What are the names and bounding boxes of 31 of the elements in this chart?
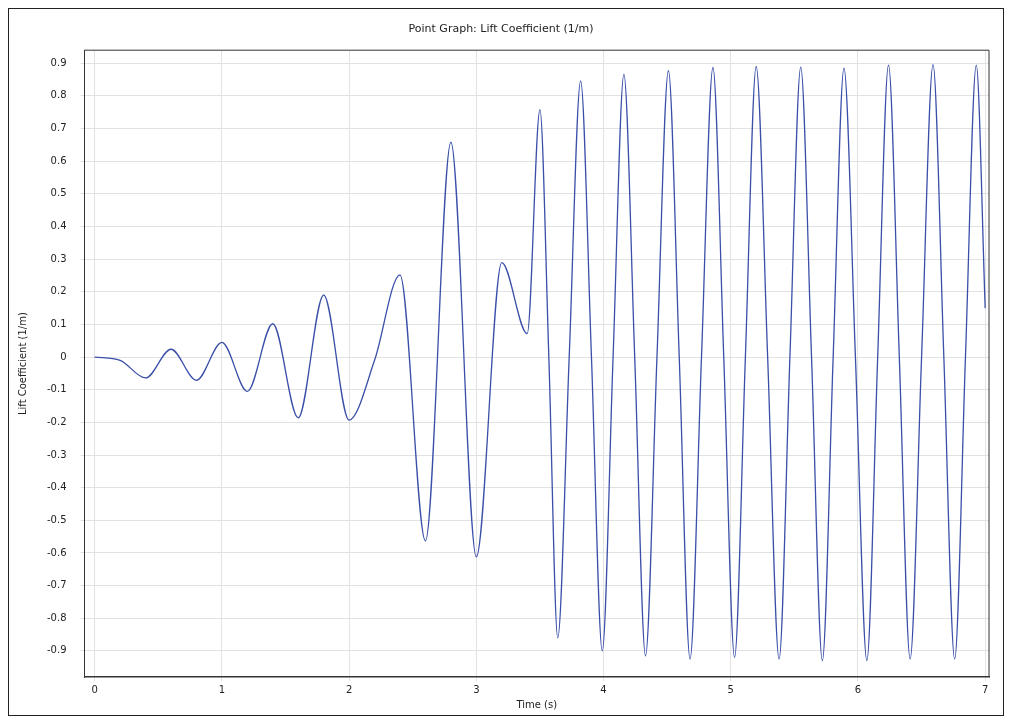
- line-series: [94, 63, 986, 662]
- y-tick-label: 0.2: [50, 285, 67, 297]
- y-tick-label: 0.6: [50, 154, 67, 166]
- y-tick-label: 0.4: [50, 220, 67, 232]
- y-tick-label: -0.2: [47, 415, 67, 427]
- y-tick-label: -0.6: [47, 546, 67, 558]
- x-tick-label: 0: [91, 683, 98, 695]
- y-tick-label: 0.3: [50, 252, 67, 264]
- x-tick-label: 4: [600, 683, 607, 695]
- y-tick-label: -0.1: [47, 383, 67, 395]
- x-tick-label: 2: [345, 683, 353, 695]
- x-axis-title: Time (s): [515, 698, 558, 710]
- x-tick-label: 7: [982, 683, 989, 695]
- y-tick-label: -0.5: [47, 513, 67, 525]
- y-tick-label: -0.3: [47, 448, 67, 460]
- y-tick-label: -0.7: [47, 579, 67, 591]
- y-tick-label: -0.4: [47, 481, 67, 493]
- y-tick-label: 0.1: [50, 318, 67, 330]
- x-tick-label: 1: [218, 683, 226, 695]
- chart-title: Point Graph: Lift Coefficient (1/m): [408, 22, 594, 36]
- y-tick-label: -0.9: [47, 644, 67, 656]
- x-tick-label: 6: [854, 683, 862, 695]
- x-tick-label: 3: [473, 683, 480, 695]
- y-axis-title: Lift Coefficient (1/m): [16, 312, 28, 416]
- y-tick-label: -0.8: [47, 611, 67, 623]
- x-tick-label: 5: [727, 683, 734, 695]
- y-tick-label: 0: [60, 350, 67, 362]
- y-tick-label: 0.8: [50, 89, 67, 101]
- y-tick-label: 0.5: [50, 187, 67, 199]
- y-tick-label: 0.9: [50, 56, 67, 68]
- y-tick-label: 0.7: [50, 122, 67, 134]
